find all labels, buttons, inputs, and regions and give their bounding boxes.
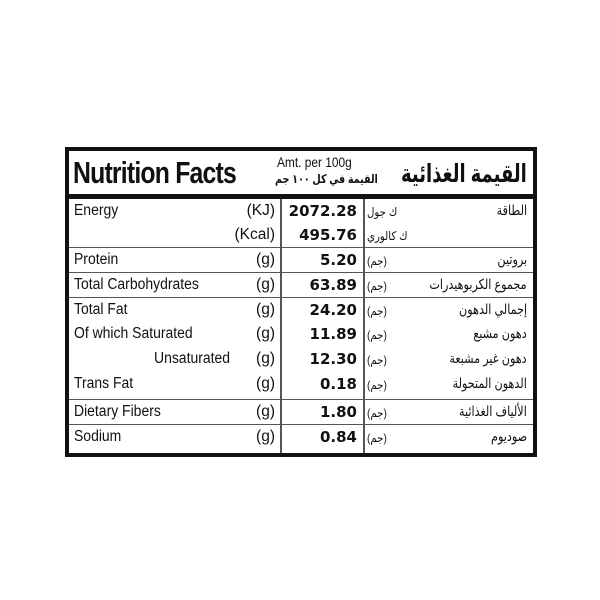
label-ar: إجمالي الدهون <box>458 301 527 317</box>
row-energy-kcal: (Kcal) 495.76 ك كالوري <box>69 223 533 247</box>
title-ar: القيمة الغذائية <box>401 160 527 188</box>
value: 495.76 <box>299 226 357 244</box>
unit-ar: (جم) <box>367 378 387 392</box>
label-header: Nutrition Facts Amt. per 100g القيمة في … <box>69 151 533 196</box>
label-en: Sodium <box>74 428 122 445</box>
unit: (g) <box>256 350 275 367</box>
amount-per-ar: القيمة في كل ١٠٠ جم <box>275 172 378 186</box>
column-divider <box>280 199 282 453</box>
label-ar: مجموع الكربوهيدرات <box>429 276 527 292</box>
unit-ar: ك كالوري <box>367 229 408 243</box>
value: 12.30 <box>309 350 357 368</box>
label-en: Protein <box>74 251 119 268</box>
label-ar: بروتين <box>497 251 527 267</box>
unit-ar: (جم) <box>367 279 387 293</box>
unit: (g) <box>256 428 275 445</box>
value: 0.84 <box>319 428 357 446</box>
value: 5.20 <box>319 251 357 269</box>
label-en: Energy <box>74 202 119 219</box>
value: 1.80 <box>319 403 357 421</box>
label-ar: الدهون المتحولة <box>452 375 527 391</box>
row-total-carbohydrates: Total Carbohydrates (g) 63.89 (جم) مجموع الك… <box>69 272 533 297</box>
label-en: Total Carbohydrates <box>74 276 199 293</box>
unit-ar: (جم) <box>367 254 387 268</box>
unit: (g) <box>256 301 275 318</box>
label-en: Total Fat <box>74 301 128 318</box>
label-en: Trans Fat <box>74 375 134 392</box>
row-total-fat: Total Fat (g) 24.20 (جم) إجمالي الدهون <box>69 297 533 322</box>
value: 11.89 <box>309 325 357 343</box>
label-en: Unsaturated <box>154 350 231 367</box>
value: 2072.28 <box>288 202 357 220</box>
unit-ar: (جم) <box>367 353 387 367</box>
unit: (g) <box>256 251 275 268</box>
label-en: Dietary Fibers <box>74 403 161 420</box>
unit: (g) <box>256 403 275 420</box>
row-unsaturated-fat: Unsaturated (g) 12.30 (جم) دهون غير مشبعة <box>69 347 533 371</box>
value: 0.18 <box>319 375 357 393</box>
row-trans-fat: Trans Fat (g) 0.18 (جم) الدهون المتحولة <box>69 372 533 396</box>
unit: (g) <box>256 375 275 392</box>
unit-ar: (جم) <box>367 328 387 342</box>
row-protein: Protein (g) 5.20 (جم) بروتين <box>69 247 533 272</box>
column-divider <box>363 199 365 453</box>
label-ar: دهون مشبع <box>473 325 527 341</box>
row-energy-kj: Energy (KJ) 2072.28 ك جول الطاقة <box>69 199 533 223</box>
value: 24.20 <box>309 301 357 319</box>
label-ar: دهون غير مشبعة <box>449 350 527 366</box>
row-sodium: Sodium (g) 0.84 (جم) صوديوم <box>69 424 533 454</box>
unit-ar: (جم) <box>367 406 387 420</box>
label-ar: الألياف الغذائية <box>459 403 527 419</box>
unit: (KJ) <box>246 202 275 219</box>
label-ar: الطاقة <box>496 202 527 218</box>
row-saturated-fat: Of which Saturated (g) 11.89 (جم) دهون مشبع <box>69 322 533 346</box>
unit-ar: (جم) <box>367 431 387 445</box>
unit-ar: (جم) <box>367 304 387 318</box>
value: 63.89 <box>309 276 357 294</box>
unit: (g) <box>256 276 275 293</box>
header-divider <box>69 194 533 199</box>
unit: (g) <box>256 325 275 342</box>
unit-ar: ك جول <box>367 205 398 219</box>
unit: (Kcal) <box>234 226 275 243</box>
row-dietary-fibers: Dietary Fibers (g) 1.80 (جم) الألياف الغذائي… <box>69 399 533 424</box>
label-en: Of which Saturated <box>74 325 193 342</box>
nutrition-facts-label: Nutrition Facts Amt. per 100g القيمة في … <box>65 147 537 457</box>
label-ar: صوديوم <box>490 428 527 444</box>
title-en: Nutrition Facts <box>73 155 237 190</box>
amount-per-en: Amt. per 100g <box>277 154 352 170</box>
